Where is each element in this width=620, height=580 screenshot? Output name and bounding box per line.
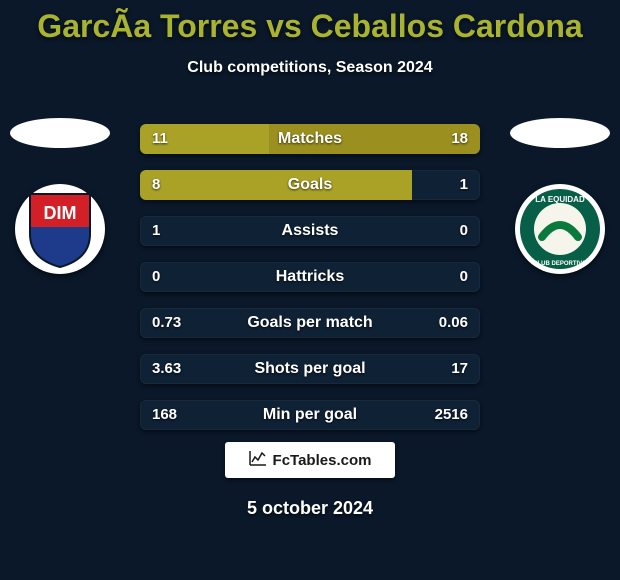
page-subtitle: Club competitions, Season 2024 xyxy=(0,59,620,77)
page-title: GarcÃ­a Torres vs Ceballos Cardona xyxy=(0,0,620,45)
stat-row: 3.6317Shots per goal xyxy=(140,354,480,384)
badge-icon: LA EQUIDAD CLUB DEPORTIVO xyxy=(518,187,602,271)
chart-icon xyxy=(249,450,267,471)
stat-row: 0.730.06Goals per match xyxy=(140,308,480,338)
left-flag xyxy=(10,118,110,148)
stat-row: 1682516Min per goal xyxy=(140,400,480,430)
crest-right-ring-text: LA EQUIDAD xyxy=(535,195,585,204)
crest-right-ring-sub: CLUB DEPORTIVO xyxy=(533,261,587,267)
stat-label: Assists xyxy=(140,216,480,246)
stat-label: Shots per goal xyxy=(140,354,480,384)
stat-row: 1118Matches xyxy=(140,124,480,154)
stat-label: Goals xyxy=(140,170,480,200)
left-club-crest: DIM xyxy=(15,184,105,274)
stat-label: Min per goal xyxy=(140,400,480,430)
right-club-crest: LA EQUIDAD CLUB DEPORTIVO xyxy=(515,184,605,274)
stat-rows: 1118Matches 81Goals 10Assists 00Hattricks 0.… xyxy=(140,124,480,446)
comparison-card: { "title": "GarcÃ­a Torres vs Ceballos C… xyxy=(0,0,620,580)
footer-date: 5 october 2024 xyxy=(0,498,620,519)
footer-brand-badge: FcTables.com xyxy=(225,442,395,478)
stat-label: Matches xyxy=(140,124,480,154)
right-player-column: LA EQUIDAD CLUB DEPORTIVO xyxy=(500,118,620,274)
footer-brand-text: FcTables.com xyxy=(273,452,372,469)
crest-left-letters: DIM xyxy=(44,203,77,223)
stat-row: 10Assists xyxy=(140,216,480,246)
stat-label: Goals per match xyxy=(140,308,480,338)
stat-row: 81Goals xyxy=(140,170,480,200)
shield-icon: DIM xyxy=(25,189,95,269)
left-player-column: DIM xyxy=(0,118,120,274)
stat-label: Hattricks xyxy=(140,262,480,292)
stat-row: 00Hattricks xyxy=(140,262,480,292)
right-flag xyxy=(510,118,610,148)
